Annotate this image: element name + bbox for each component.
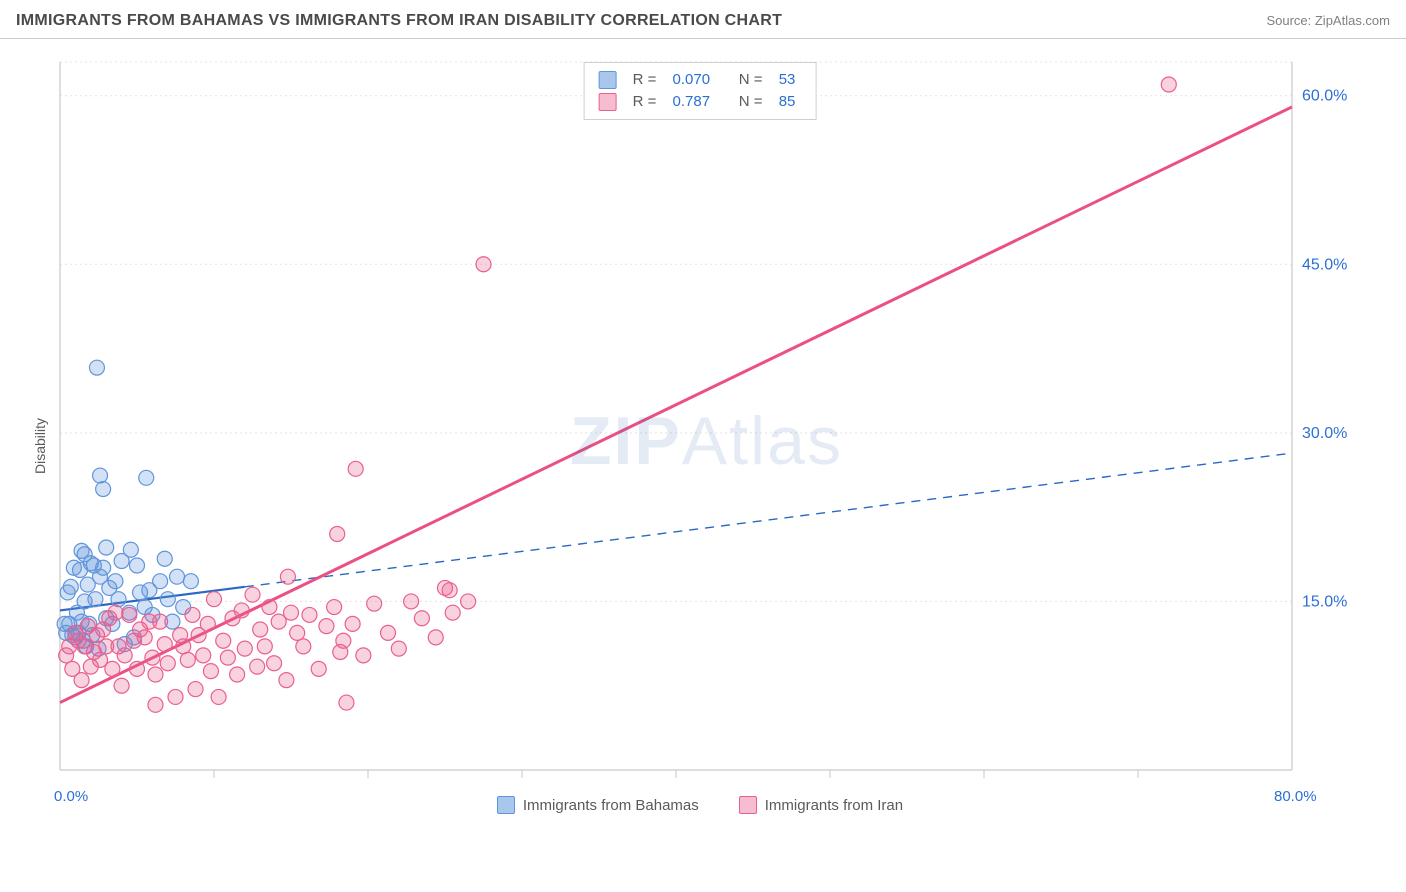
swatch-bahamas [599, 71, 617, 89]
chart-title: IMMIGRANTS FROM BAHAMAS VS IMMIGRANTS FR… [16, 12, 782, 30]
series-legend: Immigrants from Bahamas Immigrants from … [50, 796, 1350, 814]
correlation-legend: R = 0.070 N = 53 R = 0.787 N = 85 [584, 62, 817, 120]
svg-text:30.0%: 30.0% [1302, 425, 1347, 442]
svg-text:45.0%: 45.0% [1302, 256, 1347, 273]
legend-item-bahamas: Immigrants from Bahamas [497, 796, 699, 814]
legend-item-iran: Immigrants from Iran [739, 796, 903, 814]
source-label: Source: ZipAtlas.com [1266, 13, 1390, 28]
scatter-chart: 15.0% 30.0% 45.0% 60.0% [50, 52, 1350, 818]
svg-text:15.0%: 15.0% [1302, 593, 1347, 610]
swatch-iran [599, 93, 617, 111]
swatch-bahamas [497, 796, 515, 814]
legend-row-bahamas: R = 0.070 N = 53 [599, 69, 802, 91]
legend-row-iran: R = 0.787 N = 85 [599, 91, 802, 113]
header-bar: IMMIGRANTS FROM BAHAMAS VS IMMIGRANTS FR… [0, 0, 1406, 39]
swatch-iran [739, 796, 757, 814]
svg-text:60.0%: 60.0% [1302, 88, 1347, 105]
y-axis-label: Disability [32, 418, 48, 474]
plot-area: 15.0%30.0%45.0%60.0% ZIPAtlas R = 0.070 … [50, 52, 1350, 818]
